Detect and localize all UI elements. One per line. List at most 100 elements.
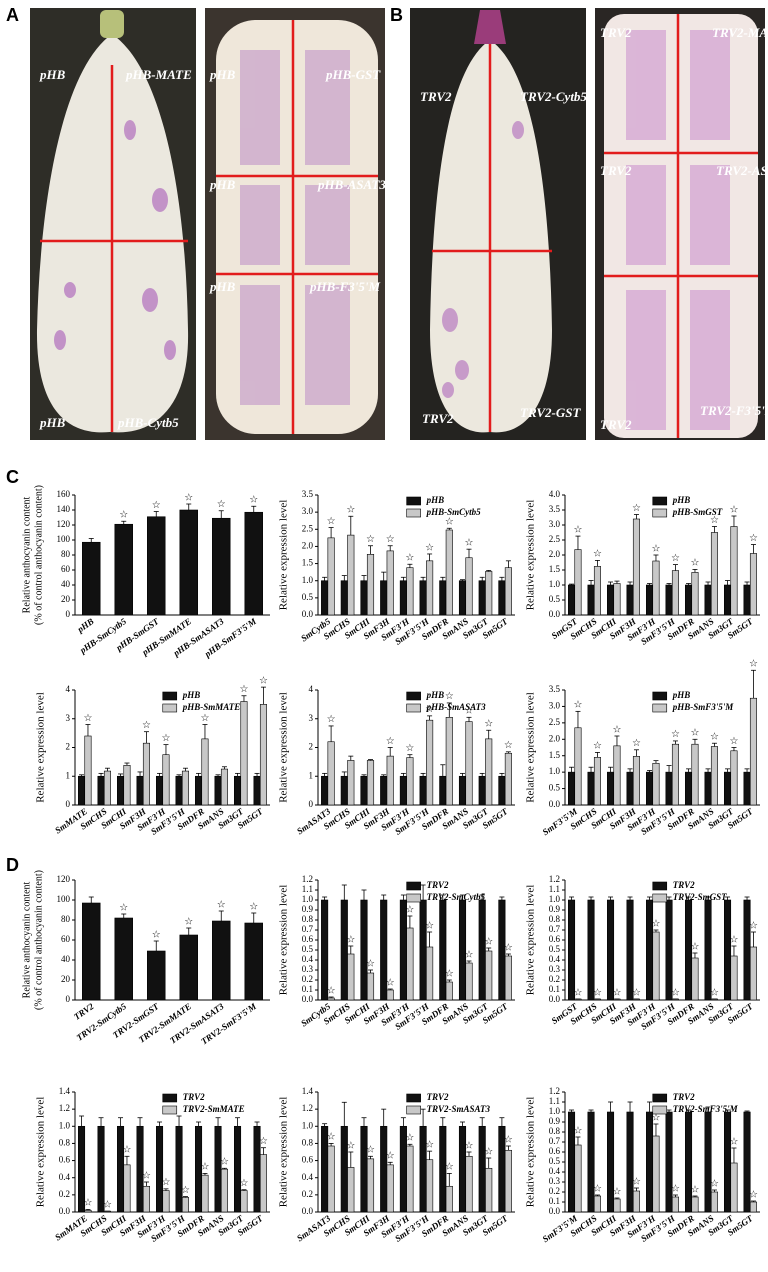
y-tick-label: 120 — [57, 519, 71, 529]
bar — [646, 771, 654, 806]
bar — [136, 1125, 144, 1213]
y-tick-label: 140 — [57, 504, 71, 514]
significance-marker: ☆ — [504, 942, 513, 953]
y-tick-label: 0.4 — [302, 954, 314, 964]
bar — [478, 775, 486, 806]
bar — [445, 717, 453, 806]
y-tick-label: 0.7 — [302, 924, 314, 934]
y-tick-label: 0.5 — [549, 783, 561, 793]
significance-marker: ☆ — [729, 934, 738, 945]
significance-marker: ☆ — [729, 504, 738, 515]
y-tick-label: 2.5 — [549, 717, 561, 727]
bar — [327, 997, 335, 1001]
bar — [743, 899, 751, 1001]
pigment-stripes — [240, 50, 350, 405]
bar — [175, 1125, 183, 1213]
bar — [665, 899, 673, 1001]
y-tick-label: 0.2 — [302, 1189, 313, 1199]
bar — [366, 554, 375, 616]
significance-marker: ☆ — [220, 1157, 229, 1168]
bar — [445, 529, 453, 616]
significance-marker: ☆ — [445, 1162, 454, 1173]
y-tick-label: 1.0 — [302, 575, 314, 585]
significance-marker: ☆ — [425, 1139, 434, 1150]
bar — [730, 526, 738, 616]
y-tick-label: 1.1 — [302, 884, 313, 894]
y-tick-label: 0.8 — [549, 1126, 561, 1136]
bar — [114, 523, 133, 616]
legend-swatch — [652, 496, 668, 506]
photo-label: TRV2-Cytb5 — [520, 89, 587, 104]
bar — [665, 771, 673, 806]
legend-label: TRV2 — [673, 1092, 695, 1102]
y-tick-label: 2 — [309, 742, 314, 752]
y-tick-label: 2.0 — [549, 549, 561, 559]
y-tick-label: 0.1 — [549, 1196, 560, 1206]
y-tick-label: 0.6 — [549, 1146, 561, 1156]
y-tick-label: 0.6 — [302, 1155, 314, 1165]
photo-label: TRV2 — [600, 417, 632, 432]
legend-label: TRV2 — [427, 1092, 449, 1102]
bar — [117, 1125, 125, 1213]
y-tick-label: 1.0 — [549, 579, 561, 589]
significance-marker: ☆ — [671, 987, 680, 998]
y-tick-label: 1.2 — [549, 1086, 560, 1096]
y-tick-label: 4.0 — [549, 489, 561, 499]
y-tick-label: 3.0 — [549, 519, 561, 529]
y-tick-label: 1.0 — [302, 894, 314, 904]
significance-marker: ☆ — [200, 713, 209, 724]
bar — [607, 771, 615, 806]
bar — [574, 727, 582, 806]
significance-marker: ☆ — [573, 987, 582, 998]
legend-swatch — [406, 496, 421, 506]
bar — [240, 701, 248, 806]
y-tick-label: 0.6 — [549, 934, 561, 944]
bar — [321, 580, 329, 616]
significance-marker: ☆ — [239, 1178, 248, 1189]
y-tick-label: 0.6 — [302, 934, 314, 944]
y-tick-label: 0.4 — [59, 1172, 71, 1182]
bar — [485, 950, 493, 1001]
legend-label: TRV2 — [427, 880, 449, 890]
bar — [710, 746, 718, 806]
y-axis-label: Relative anthocyanin content — [21, 496, 32, 613]
y-tick-label: 3 — [66, 713, 71, 723]
bar — [478, 899, 486, 1001]
bar — [724, 899, 732, 1001]
legend-swatch — [406, 1105, 421, 1115]
bar — [632, 1190, 640, 1213]
significance-marker: ☆ — [573, 524, 582, 535]
bar — [360, 580, 368, 616]
photo-label: TRV2-ASAT — [716, 163, 768, 178]
y-tick-label: 0.0 — [549, 994, 561, 1004]
significance-marker: ☆ — [651, 543, 660, 554]
bar — [730, 1162, 738, 1213]
bar — [366, 972, 375, 1001]
bar — [671, 1196, 679, 1213]
y-tick-label: 80 — [61, 914, 71, 924]
y-tick-label: 0.6 — [59, 1155, 71, 1165]
significance-marker: ☆ — [504, 1134, 513, 1145]
y-tick-label: 1.2 — [302, 874, 313, 884]
significance-marker: ☆ — [119, 902, 128, 913]
significance-marker: ☆ — [346, 1140, 355, 1151]
bar — [593, 566, 601, 616]
y-axis-label: Relative expression level — [278, 500, 290, 611]
y-tick-label: 0.7 — [549, 1136, 561, 1146]
y-tick-label: 0.0 — [549, 1206, 561, 1216]
bar — [626, 771, 634, 806]
y-tick-label: 0.4 — [549, 1166, 561, 1176]
bar — [82, 541, 101, 616]
bar — [691, 743, 699, 806]
bar — [419, 580, 427, 616]
significance-marker: ☆ — [445, 968, 454, 979]
bar — [84, 1209, 92, 1213]
bar — [366, 1158, 375, 1213]
significance-marker: ☆ — [710, 987, 719, 998]
significance-marker: ☆ — [671, 1183, 680, 1194]
significance-marker: ☆ — [690, 941, 699, 952]
legend-label: pHB-SmF3'5'M — [672, 702, 735, 712]
bar — [321, 775, 329, 806]
bar — [587, 584, 595, 616]
bar — [253, 775, 261, 806]
